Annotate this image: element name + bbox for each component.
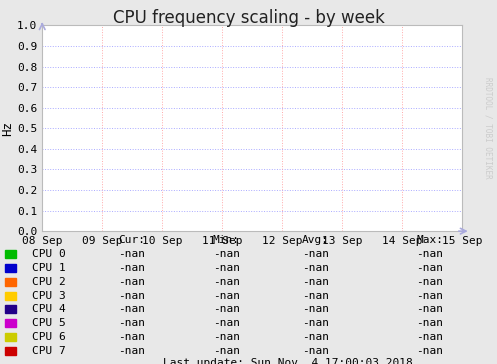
Text: -nan: -nan: [416, 249, 443, 259]
Text: -nan: -nan: [416, 332, 443, 342]
Text: CPU frequency scaling - by week: CPU frequency scaling - by week: [112, 9, 385, 27]
Text: -nan: -nan: [302, 263, 329, 273]
Text: -nan: -nan: [302, 304, 329, 314]
Text: -nan: -nan: [213, 263, 240, 273]
Text: -nan: -nan: [416, 277, 443, 287]
Text: CPU 7: CPU 7: [32, 346, 66, 356]
Text: -nan: -nan: [302, 277, 329, 287]
Text: Cur:: Cur:: [118, 235, 145, 245]
Text: -nan: -nan: [302, 249, 329, 259]
Text: Avg:: Avg:: [302, 235, 329, 245]
Text: -nan: -nan: [213, 304, 240, 314]
Text: -nan: -nan: [416, 304, 443, 314]
Text: -nan: -nan: [118, 318, 145, 328]
Text: -nan: -nan: [118, 263, 145, 273]
Text: -nan: -nan: [302, 346, 329, 356]
Y-axis label: Hz: Hz: [1, 121, 14, 136]
Text: CPU 0: CPU 0: [32, 249, 66, 259]
Text: -nan: -nan: [416, 346, 443, 356]
Text: CPU 4: CPU 4: [32, 304, 66, 314]
Text: -nan: -nan: [118, 332, 145, 342]
Text: -nan: -nan: [302, 290, 329, 301]
Text: -nan: -nan: [118, 346, 145, 356]
Text: CPU 2: CPU 2: [32, 277, 66, 287]
Text: CPU 5: CPU 5: [32, 318, 66, 328]
Text: Min:: Min:: [213, 235, 240, 245]
Text: -nan: -nan: [118, 249, 145, 259]
Text: -nan: -nan: [213, 277, 240, 287]
Text: -nan: -nan: [213, 318, 240, 328]
Text: -nan: -nan: [416, 318, 443, 328]
Text: -nan: -nan: [213, 332, 240, 342]
Text: RRDTOOL / TOBI OETIKER: RRDTOOL / TOBI OETIKER: [484, 78, 493, 179]
Text: -nan: -nan: [118, 290, 145, 301]
Text: -nan: -nan: [416, 290, 443, 301]
Text: Last update: Sun Nov  4 17:00:03 2018: Last update: Sun Nov 4 17:00:03 2018: [164, 358, 413, 364]
Text: -nan: -nan: [213, 346, 240, 356]
Text: -nan: -nan: [213, 249, 240, 259]
Text: -nan: -nan: [118, 304, 145, 314]
Text: -nan: -nan: [118, 277, 145, 287]
Text: CPU 6: CPU 6: [32, 332, 66, 342]
Text: CPU 1: CPU 1: [32, 263, 66, 273]
Text: Max:: Max:: [416, 235, 443, 245]
Text: CPU 3: CPU 3: [32, 290, 66, 301]
Text: -nan: -nan: [302, 318, 329, 328]
Text: -nan: -nan: [416, 263, 443, 273]
Text: -nan: -nan: [213, 290, 240, 301]
Text: -nan: -nan: [302, 332, 329, 342]
